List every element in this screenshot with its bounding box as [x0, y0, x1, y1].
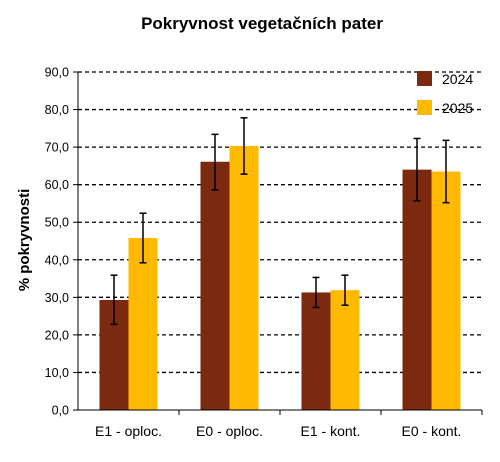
bar-2025-0: [128, 237, 158, 410]
y-axis-label: % pokryvnosti: [16, 189, 33, 292]
legend-swatch-2024: [417, 71, 432, 86]
y-tick-label: 0,0: [52, 404, 69, 418]
legend-label-2025: 2025: [442, 100, 473, 116]
y-tick-label: 80,0: [45, 103, 69, 117]
bar-2024-1: [200, 161, 230, 410]
x-category-label: E1 - kont.: [301, 423, 361, 439]
legend-swatch-2025: [417, 100, 432, 115]
legend: 2024 2025: [417, 71, 473, 116]
y-tick-label: 20,0: [45, 328, 69, 342]
y-tick-label: 40,0: [45, 253, 69, 267]
axes: [77, 72, 483, 415]
y-tick-label: 90,0: [45, 66, 69, 80]
bar-2025-1: [229, 145, 259, 411]
chart-title: Pokryvnost vegetačních pater: [141, 14, 383, 33]
error-bars: [110, 117, 450, 326]
bar-2024-2: [301, 292, 331, 410]
bar-2025-2: [330, 290, 360, 410]
bar-2025-3: [431, 171, 461, 410]
legend-label-2024: 2024: [442, 71, 473, 87]
y-axis-ticks: 0,0 10,0 20,0 30,0 40,0 50,0 60,0 70,0 80,0 90,0: [45, 66, 78, 418]
x-category-label: E1 - oploc.: [95, 423, 162, 439]
bar-2024-3: [402, 169, 432, 410]
y-tick-label: 60,0: [45, 178, 69, 192]
x-axis-categories: E1 - oploc. E0 - oploc. E1 - kont. E0 - kon…: [95, 423, 461, 439]
bars: [99, 145, 461, 411]
y-tick-label: 50,0: [45, 216, 69, 230]
y-tick-label: 10,0: [45, 366, 69, 380]
y-tick-label: 70,0: [45, 141, 69, 155]
x-category-label: E0 - oploc.: [196, 423, 263, 439]
y-tick-label: 30,0: [45, 291, 69, 305]
x-category-label: E0 - kont.: [402, 423, 462, 439]
